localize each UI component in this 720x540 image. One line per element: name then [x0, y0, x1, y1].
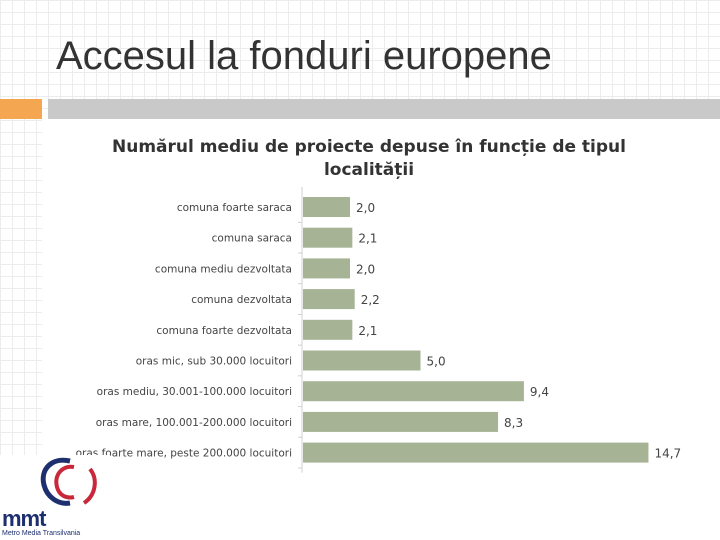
value-label: 2,1: [358, 232, 377, 246]
data-bar: [303, 442, 649, 463]
category-label: oras mediu, 30.001-100.000 locuitori: [97, 386, 292, 398]
data-bar: [303, 258, 350, 279]
logo-text: mmt: [2, 506, 46, 531]
category-label: oras foarte mare, peste 200.000 locuitor…: [76, 448, 292, 460]
data-bar: [303, 227, 353, 248]
category-label: comuna dezvoltata: [191, 294, 292, 306]
data-bar: [303, 197, 350, 217]
value-label: 2,0: [356, 201, 375, 215]
value-label: 5,0: [427, 355, 446, 369]
category-label: comuna mediu dezvoltata: [155, 263, 292, 275]
slide-title: Accesul la fonduri europene: [56, 34, 552, 78]
accent-block-orange: [0, 99, 42, 119]
logo-subtitle: Metro Media Transilvania: [2, 530, 81, 537]
data-bar: [303, 289, 355, 310]
category-label: comuna saraca: [212, 233, 292, 245]
chart-title-line: localității: [324, 160, 414, 180]
chart-panel: Numărul mediu de proiecte depuse în func…: [42, 119, 720, 540]
value-label: 2,0: [356, 262, 375, 276]
mmt-logo-icon: [40, 457, 97, 506]
data-bar: [303, 319, 353, 340]
category-label: oras mic, sub 30.000 locuitori: [136, 356, 292, 368]
value-label: 2,2: [361, 293, 380, 307]
bar-chart: Numărul mediu de proiecte depuse în func…: [76, 137, 681, 473]
category-label: oras mare, 100.001-200.000 locuitori: [96, 417, 292, 429]
data-bar: [303, 411, 499, 432]
value-label: 8,3: [504, 416, 523, 430]
logo-area: [0, 455, 110, 540]
value-label: 2,1: [358, 324, 377, 338]
data-bar: [303, 381, 524, 402]
category-label: comuna foarte dezvoltata: [156, 325, 292, 337]
title-divider-strip: [0, 99, 720, 119]
value-label: 14,7: [654, 447, 681, 461]
category-label: comuna foarte saraca: [177, 202, 292, 214]
data-bar: [303, 350, 421, 371]
divider-bar-gray: [48, 99, 720, 119]
value-label: 9,4: [530, 385, 549, 399]
chart-title-line: Numărul mediu de proiecte depuse în func…: [112, 137, 626, 157]
